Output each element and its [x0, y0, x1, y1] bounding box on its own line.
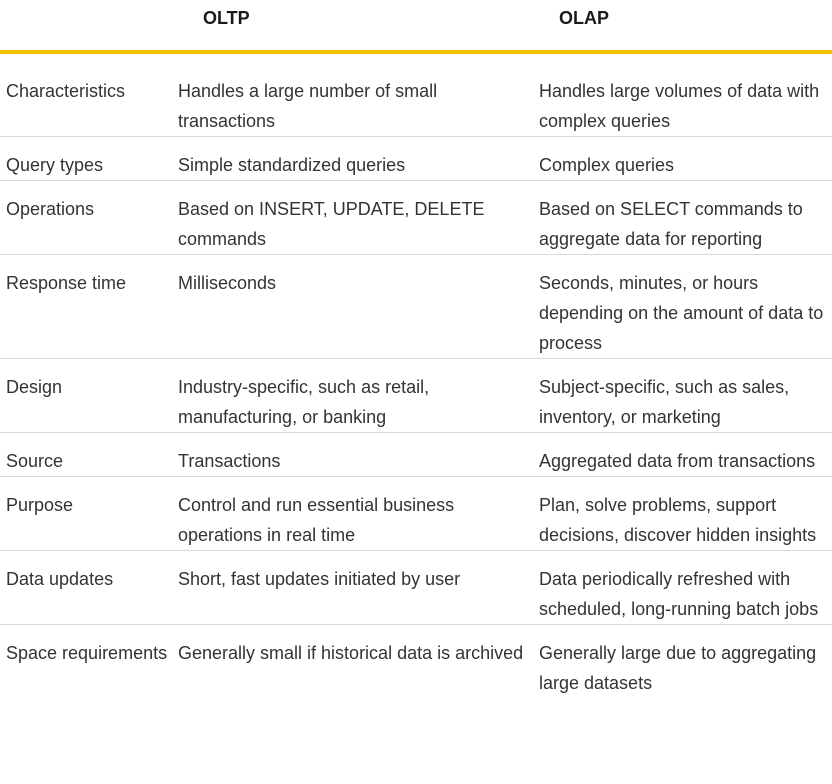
table-row: Design Industry-specific, such as retail… — [0, 358, 832, 433]
olap-cell: Plan, solve problems, support decisions,… — [534, 476, 832, 551]
row-label-cell: Response time — [0, 254, 172, 359]
oltp-cell: Generally small if historical data is ar… — [172, 625, 534, 699]
oltp-cell: Simple standardized queries — [172, 136, 534, 181]
row-label: Data updates — [6, 569, 114, 589]
olap-cell: Subject-specific, such as sales, invento… — [534, 358, 832, 433]
table-row: Response time Milliseconds Seconds, minu… — [0, 254, 832, 359]
header-cell-olap: OLAP — [534, 0, 832, 54]
olap-value: Generally large due to aggregating large… — [539, 643, 817, 693]
table-row: Space requirements Generally small if hi… — [0, 625, 832, 699]
oltp-value: Milliseconds — [178, 273, 277, 293]
oltp-cell: Industry-specific, such as retail, manuf… — [172, 358, 534, 433]
table-row: Source Transactions Aggregated data from… — [0, 432, 832, 477]
oltp-value: Industry-specific, such as retail, manuf… — [178, 377, 430, 427]
row-label: Query types — [6, 155, 104, 175]
row-label-cell: Characteristics — [0, 52, 172, 137]
header-empty-label — [0, 0, 172, 8]
oltp-value: Control and run essential business opera… — [178, 495, 455, 545]
table-header: OLTP OLAP — [0, 0, 832, 54]
olap-cell: Generally large due to aggregating large… — [534, 625, 832, 699]
row-label: Space requirements — [6, 643, 168, 663]
oltp-cell: Control and run essential business opera… — [172, 476, 534, 551]
row-label: Operations — [6, 199, 95, 219]
row-label: Characteristics — [6, 81, 126, 101]
olap-cell: Data periodically refreshed with schedul… — [534, 550, 832, 625]
row-label: Design — [6, 377, 63, 397]
header-cell-empty — [0, 0, 172, 54]
table-row: Characteristics Handles a large number o… — [0, 52, 832, 137]
row-label-cell: Source — [0, 432, 172, 477]
olap-value: Subject-specific, such as sales, invento… — [539, 377, 790, 427]
row-label-cell: Design — [0, 358, 172, 433]
row-label-cell: Operations — [0, 180, 172, 255]
comparison-table: OLTP OLAP Characteristics Handles a larg… — [0, 0, 832, 698]
oltp-cell: Handles a large number of small transact… — [172, 52, 534, 137]
oltp-cell: Short, fast updates initiated by user — [172, 550, 534, 625]
table-row: Query types Simple standardized queries … — [0, 136, 832, 181]
oltp-value: Based on INSERT, UPDATE, DELETE commands — [178, 199, 485, 249]
olap-cell: Seconds, minutes, or hours depending on … — [534, 254, 832, 359]
oltp-value: Handles a large number of small transact… — [178, 81, 438, 131]
table-row: Data updates Short, fast updates initiat… — [0, 550, 832, 625]
row-label: Response time — [6, 273, 127, 293]
row-label: Source — [6, 451, 64, 471]
oltp-cell: Based on INSERT, UPDATE, DELETE commands — [172, 180, 534, 255]
header-olap-label: OLAP — [559, 8, 610, 28]
oltp-value: Short, fast updates initiated by user — [178, 569, 461, 589]
row-label-cell: Space requirements — [0, 625, 172, 699]
olap-value: Data periodically refreshed with schedul… — [539, 569, 819, 619]
olap-value: Aggregated data from transactions — [539, 451, 816, 471]
oltp-value: Generally small if historical data is ar… — [178, 643, 524, 663]
olap-cell: Aggregated data from transactions — [534, 432, 832, 477]
table-row: Purpose Control and run essential busine… — [0, 476, 832, 551]
header-cell-oltp: OLTP — [172, 0, 534, 54]
row-label-cell: Purpose — [0, 476, 172, 551]
olap-value: Based on SELECT commands to aggregate da… — [539, 199, 803, 249]
olap-value: Complex queries — [539, 155, 675, 175]
olap-cell: Based on SELECT commands to aggregate da… — [534, 180, 832, 255]
oltp-cell: Milliseconds — [172, 254, 534, 359]
oltp-value: Transactions — [178, 451, 281, 471]
table-body: Characteristics Handles a large number o… — [0, 52, 832, 698]
header-oltp-label: OLTP — [203, 8, 250, 28]
table-row: Operations Based on INSERT, UPDATE, DELE… — [0, 180, 832, 255]
olap-cell: Handles large volumes of data with compl… — [534, 52, 832, 137]
oltp-value: Simple standardized queries — [178, 155, 406, 175]
row-label: Purpose — [6, 495, 74, 515]
row-label-cell: Data updates — [0, 550, 172, 625]
olap-cell: Complex queries — [534, 136, 832, 181]
oltp-cell: Transactions — [172, 432, 534, 477]
olap-value: Seconds, minutes, or hours depending on … — [539, 273, 824, 353]
olap-value: Plan, solve problems, support decisions,… — [539, 495, 817, 545]
row-label-cell: Query types — [0, 136, 172, 181]
header-row: OLTP OLAP — [0, 0, 832, 54]
olap-value: Handles large volumes of data with compl… — [539, 81, 820, 131]
